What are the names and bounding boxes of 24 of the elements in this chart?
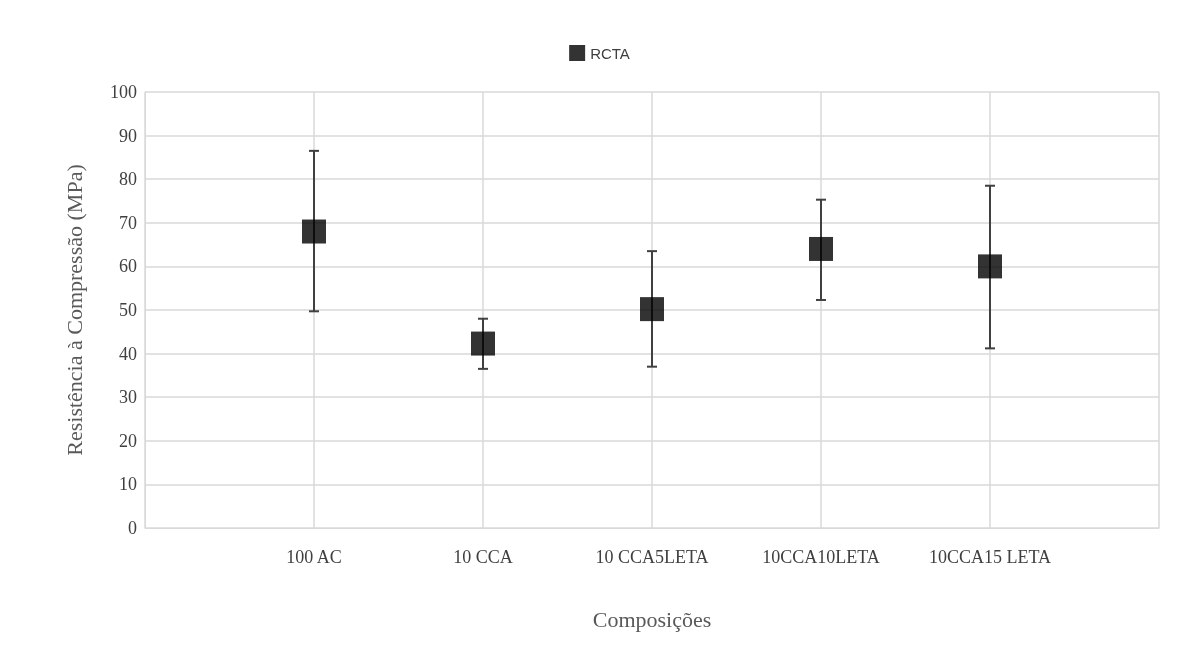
y-tick-label: 80	[119, 169, 137, 190]
y-tick-label: 50	[119, 300, 137, 320]
y-tick-label: 10	[119, 474, 137, 495]
x-tick-label: 100 AC	[286, 547, 342, 567]
point	[978, 254, 1002, 279]
point	[302, 219, 326, 244]
point	[640, 297, 664, 322]
y-tick-label: 70	[119, 212, 137, 233]
x-tick-label: 10 CCA	[453, 547, 513, 567]
y-tick-label: 20	[119, 430, 137, 451]
point	[809, 236, 833, 261]
y-tick-label: 60	[119, 256, 137, 277]
x-tick-label: 10 CCA5LETA	[595, 547, 709, 567]
y-axis-title: Resistência à Compressão (MPa)	[61, 164, 87, 456]
y-tick-label: 30	[119, 387, 137, 408]
y-tick-label: 100	[110, 82, 137, 102]
x-tick-label: 10CCA10LETA	[762, 547, 880, 567]
y-tick-label: 40	[119, 343, 137, 364]
y-tick-label: 0	[128, 518, 137, 538]
legend-label: RCTA	[590, 44, 630, 62]
y-tick-label: 90	[119, 125, 137, 146]
x-tick-label: 10CCA15 LETA	[928, 547, 1052, 567]
point	[471, 331, 495, 356]
x-axis-title: Composições	[592, 606, 712, 632]
